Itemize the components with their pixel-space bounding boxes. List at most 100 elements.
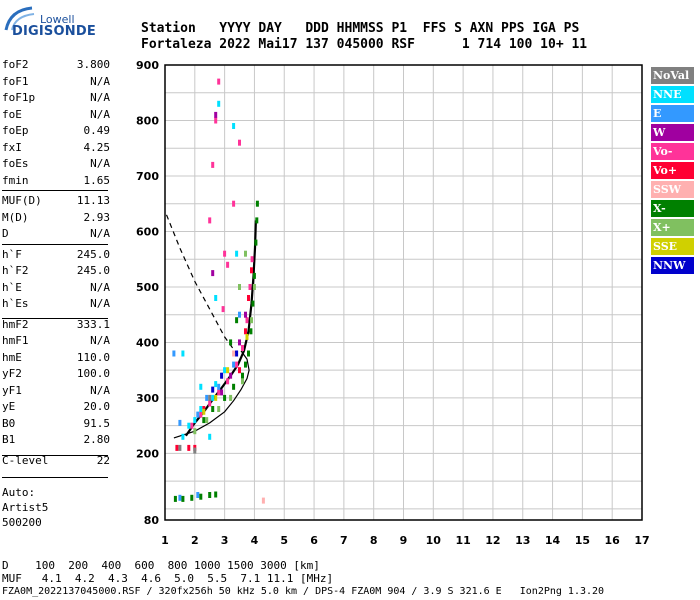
echo-point: [232, 350, 236, 357]
x-tick-label: 6: [310, 534, 318, 547]
echo-point: [217, 100, 221, 107]
legend-item: X-: [651, 200, 694, 217]
echo-point: [211, 270, 215, 277]
echo-point: [205, 394, 209, 401]
echo-point: [235, 317, 239, 324]
param-value: 2.80: [83, 433, 111, 446]
echo-point: [208, 433, 212, 440]
param-value: N/A: [90, 227, 110, 240]
param-label: foF2: [2, 58, 29, 71]
param-label: C-level: [2, 453, 49, 467]
param-label: foEs: [2, 157, 29, 170]
param-row: M(D) 2.93: [2, 211, 110, 228]
y-tick-label: 900: [136, 59, 159, 72]
param-value: N/A: [90, 280, 110, 294]
echo-point: [244, 328, 247, 335]
legend-item: Vo-: [651, 143, 694, 160]
param-value: 4.25: [83, 140, 111, 154]
echo-point: [178, 444, 182, 451]
param-value: N/A: [90, 297, 110, 310]
x-tick-label: 15: [575, 534, 590, 547]
param-label: MUF(D): [2, 194, 42, 207]
x-tick-label: 11: [455, 534, 470, 547]
param-row: hmF2 333.1: [2, 318, 110, 335]
echo-point: [208, 492, 212, 498]
legend-item: X+: [651, 219, 694, 236]
param-value: N/A: [90, 74, 110, 88]
echo-point: [193, 447, 197, 454]
echo-point: [217, 383, 221, 390]
param-row: B1 2.80: [2, 433, 110, 450]
param-row: fmin 1.65: [2, 174, 110, 191]
echo-point: [241, 345, 244, 351]
legend-item: NNW: [651, 257, 694, 274]
param-row: C-level 22: [2, 454, 110, 471]
echo-point: [238, 284, 241, 290]
echo-point: [181, 350, 185, 357]
echo-point: [221, 306, 225, 313]
param-value: 91.5: [83, 416, 111, 430]
param-row: yF1 N/A: [2, 384, 110, 401]
echo-point: [178, 494, 182, 501]
param-row: yE 20.0: [2, 400, 110, 417]
y-tick-label: 400: [136, 336, 159, 349]
echo-point: [232, 123, 236, 129]
param-separator: [2, 455, 108, 456]
echo-point: [241, 378, 244, 385]
echo-point: [229, 339, 233, 346]
chart-points: [172, 78, 265, 504]
param-value: 22: [96, 453, 110, 467]
echo-point: [214, 381, 218, 388]
param-row: fxI 4.25: [2, 141, 110, 158]
param-row: hmF1 N/A: [2, 334, 110, 351]
param-value: 110.0: [76, 350, 110, 364]
x-tick-label: 16: [605, 534, 621, 547]
param-separator: [2, 318, 108, 319]
param-value: 100.0: [76, 367, 110, 380]
x-tick-label: 12: [485, 534, 500, 547]
param-value: N/A: [90, 107, 110, 121]
param-row: B0 91.5: [2, 417, 110, 434]
echo-point: [173, 495, 177, 502]
echo-point: [245, 333, 249, 340]
autoscaling-info: Auto: Artist5 500200: [2, 485, 48, 530]
legend-item: SSW: [651, 181, 694, 198]
param-label: hmF2: [2, 317, 29, 331]
echo-point: [235, 350, 239, 357]
param-value: 20.0: [83, 400, 111, 413]
echo-point: [247, 295, 250, 301]
echo-point: [251, 300, 255, 307]
echo-point: [241, 372, 244, 379]
echo-point: [248, 284, 252, 290]
model-profile-curve: [173, 350, 250, 439]
echo-point: [238, 339, 241, 346]
echo-point: [235, 361, 239, 368]
param-label: h`E: [2, 280, 22, 294]
param-value: 245.0: [76, 247, 110, 261]
param-value: 1.65: [83, 173, 111, 187]
echo-point: [250, 317, 253, 324]
echo-point: [193, 428, 197, 435]
param-row: foF1 N/A: [2, 75, 110, 92]
echo-point: [205, 417, 209, 424]
param-label: yF1: [2, 383, 22, 397]
x-tick-label: 7: [340, 534, 348, 547]
echo-point: [214, 111, 218, 118]
param-value: 333.1: [76, 317, 110, 331]
param-value: N/A: [90, 91, 110, 104]
echo-point: [220, 372, 224, 379]
echo-point: [214, 117, 218, 124]
param-label: foF1: [2, 74, 29, 88]
param-row: foF2 3.800: [2, 58, 110, 75]
echo-point: [244, 250, 247, 257]
echo-point: [250, 256, 254, 263]
param-row: foE N/A: [2, 108, 110, 125]
digisonde-logo-swoosh-icon: [4, 6, 35, 31]
echo-point: [223, 394, 227, 401]
echo-point: [244, 361, 247, 368]
echo-point: [211, 386, 215, 393]
echo-point: [208, 217, 212, 224]
echo-point: [247, 350, 250, 357]
y-tick-label: 700: [136, 170, 159, 183]
param-label: yE: [2, 400, 16, 413]
